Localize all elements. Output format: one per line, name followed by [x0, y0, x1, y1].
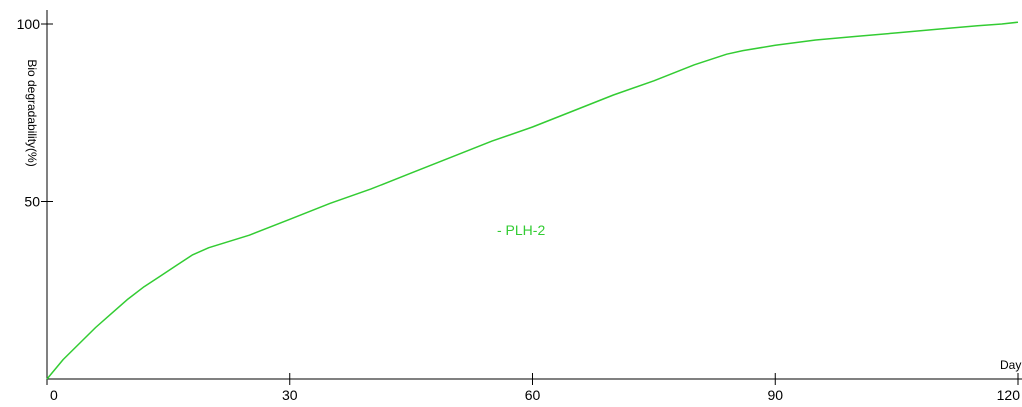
x-tick-label: 30 [282, 387, 298, 403]
axes [46, 10, 1022, 380]
x-tick-label: 0 [50, 387, 58, 403]
x-tick-label: 60 [525, 387, 541, 403]
x-tick-label: 90 [767, 387, 783, 403]
y-tick-label: 50 [24, 194, 40, 210]
series-line-plh-2 [46, 21, 1019, 380]
y-axis-label: Bio degradability(%) [25, 59, 39, 166]
x-ticks: 0 30 60 90 120 [46, 373, 1021, 403]
series-layer [46, 21, 1019, 380]
legend-label: - PLH-2 [497, 222, 545, 238]
y-tick-label: 100 [17, 16, 41, 32]
x-tick-label: 120 [997, 387, 1021, 403]
x-axis-label: Day [1000, 358, 1021, 372]
y-ticks: 50 100 [17, 16, 53, 210]
